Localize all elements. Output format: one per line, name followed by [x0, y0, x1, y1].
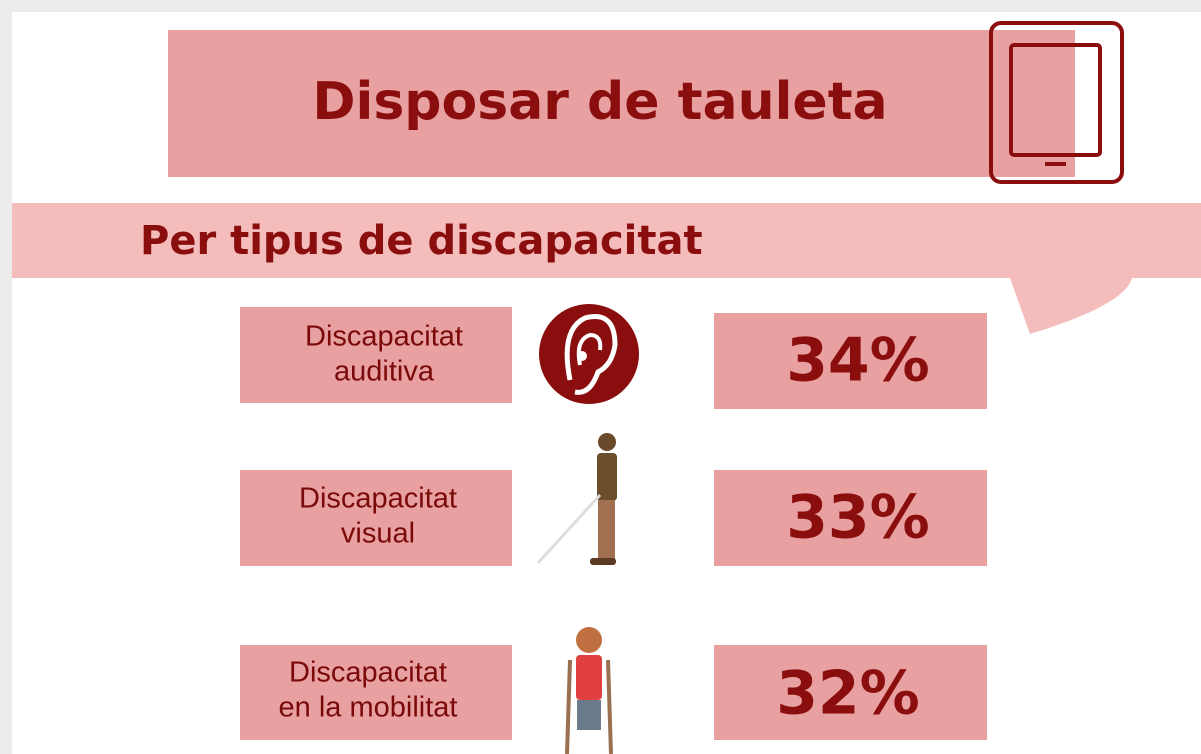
row-value: 32% — [776, 659, 920, 729]
row-label: visual — [341, 518, 415, 550]
row-label: Discapacitat — [299, 483, 457, 515]
row-label: Discapacitat — [305, 321, 463, 353]
row-value: 34% — [786, 326, 930, 396]
row-value: 33% — [786, 483, 930, 553]
subtitle: Per tipus de discapacitat — [140, 218, 703, 264]
row-label: Discapacitat — [289, 657, 447, 689]
ear-icon — [539, 304, 639, 404]
infographic: Disposar de tauleta Per tipus de discapa… — [0, 0, 1201, 754]
row-label: auditiva — [334, 356, 435, 388]
row-label: en la mobilitat — [279, 692, 458, 724]
title: Disposar de tauleta — [312, 72, 887, 132]
